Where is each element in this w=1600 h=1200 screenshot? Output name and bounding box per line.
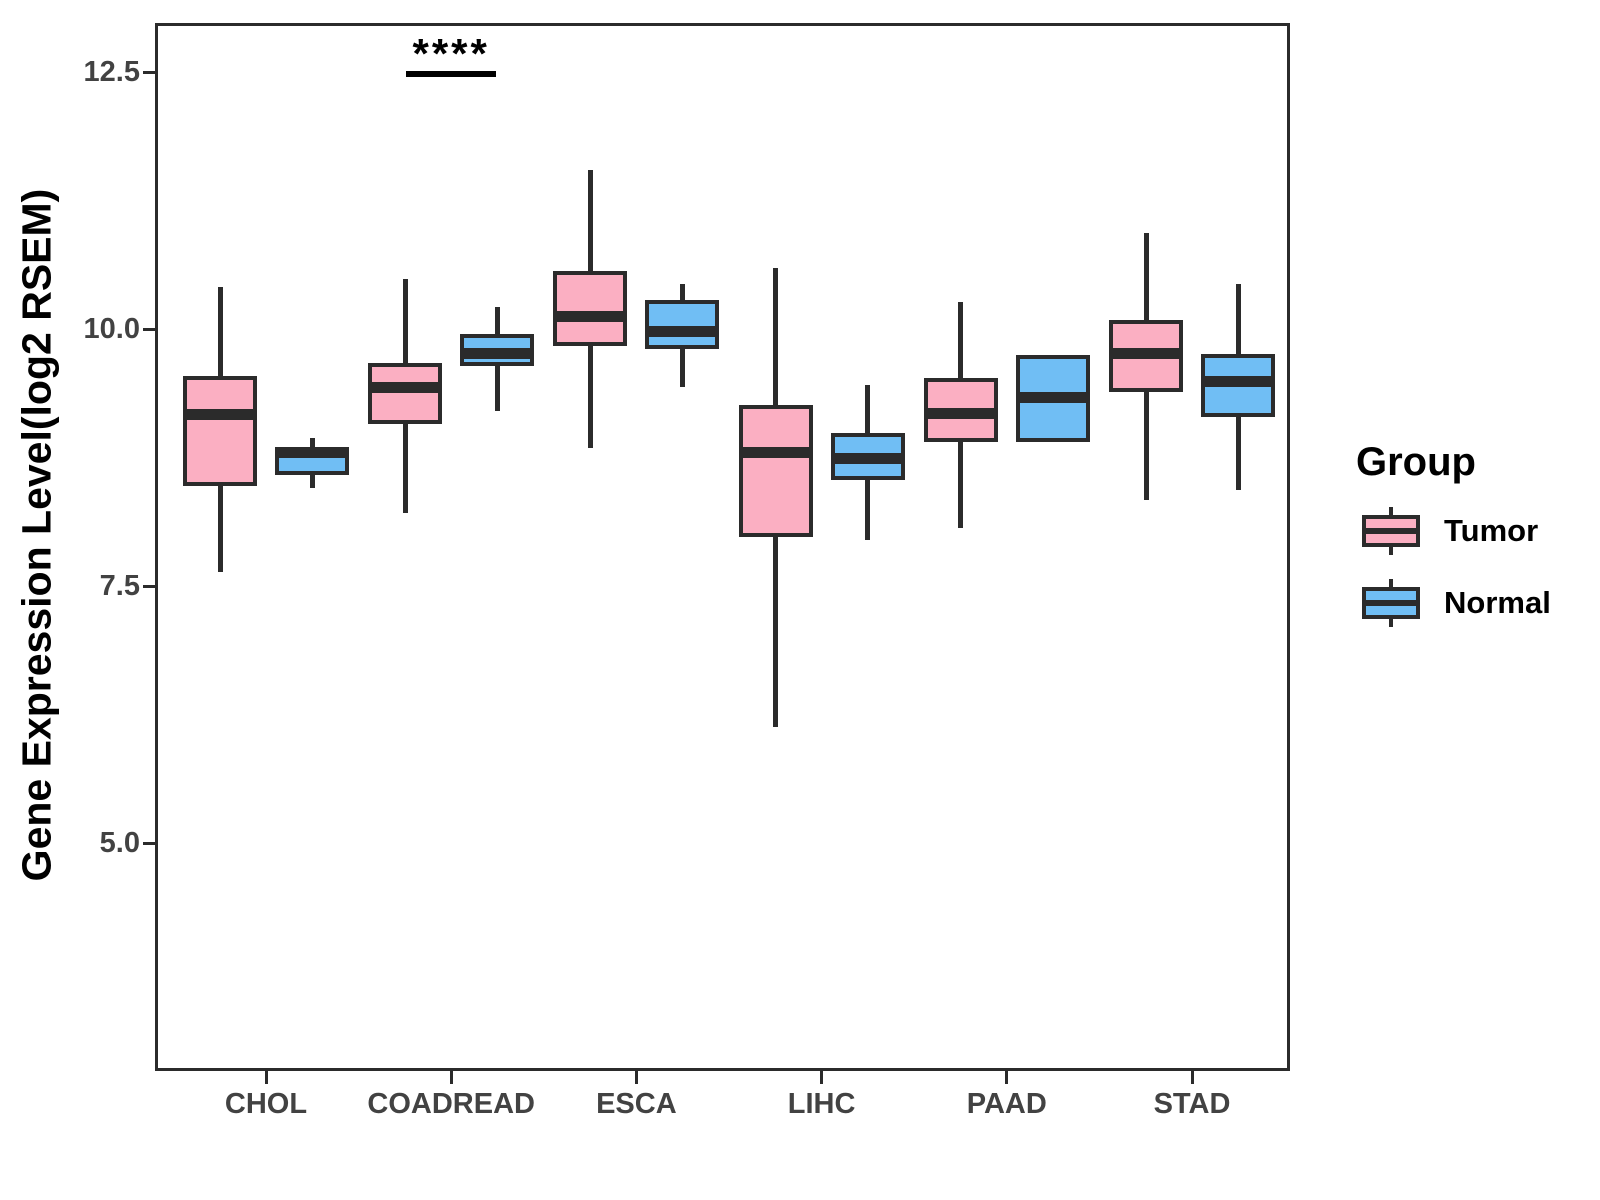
whisker-lower-normal-stad [1235,417,1241,491]
median-normal-lihc [830,453,905,465]
plot-panel [155,23,1290,1071]
whisker-lower-tumor-chol [217,486,223,572]
y-tick-mark [143,841,155,845]
median-tumor-esca [553,311,628,323]
whisker-lower-tumor-stad [1143,391,1149,500]
y-tick-label: 12.5 [83,56,140,88]
whisker-lower-tumor-lihc [773,536,779,727]
legend-item-label: Tumor [1444,513,1539,548]
y-tick-label: 10.0 [83,313,140,345]
whisker-lower-normal-chol [309,474,315,489]
x-tick-label: LIHC [787,1088,856,1120]
y-tick-mark [143,584,155,588]
box-tumor-esca [553,271,628,347]
x-tick-mark [449,1071,453,1084]
legend-glyph-part [1389,507,1393,515]
significance-stars: **** [412,30,490,77]
median-tumor-coadread [368,382,443,394]
x-tick-mark [820,1071,824,1084]
whisker-lower-tumor-coadread [402,423,408,513]
y-tick-mark [143,327,155,331]
legend-items: Tumor Normal [1330,507,1590,627]
x-tick-label: PAAD [966,1088,1047,1120]
x-tick-label: ESCA [596,1088,677,1120]
x-tick-label: CHOL [224,1088,308,1120]
whisker-upper-tumor-coadread [402,278,408,363]
legend-swatch-boxplot-icon [1362,579,1420,627]
legend-glyph-part [1362,600,1420,606]
legend: Group Tumor Normal [1330,440,1590,651]
legend-item-tumor: Tumor [1330,507,1590,555]
whisker-upper-tumor-paad [958,302,964,379]
legend-swatch-boxplot-icon [1362,507,1420,555]
x-tick-mark [264,1071,268,1084]
median-tumor-chol [183,408,257,420]
significance-bar [406,71,497,77]
whisker-lower-normal-coadread [494,366,500,412]
whisker-lower-tumor-esca [587,346,593,449]
x-tick-label: STAD [1153,1088,1231,1120]
box-tumor-lihc [738,405,813,537]
whisker-upper-normal-coadread [494,307,500,335]
legend-glyph-part [1389,547,1393,555]
y-tick-label: 5.0 [99,827,140,859]
median-tumor-stad [1109,348,1183,360]
whisker-upper-normal-esca [679,283,685,301]
legend-item-normal: Normal [1330,579,1590,627]
legend-glyph-part [1362,528,1420,534]
box-tumor-chol [183,376,257,487]
median-normal-stad [1201,375,1275,387]
y-tick-mark [143,70,155,74]
whisker-upper-tumor-lihc [773,268,779,406]
box-normal-esca [645,300,720,349]
x-tick-label: COADREAD [367,1088,535,1120]
median-normal-coadread [460,348,535,360]
whisker-upper-tumor-stad [1143,233,1149,320]
y-axis-title: Gene Expression Level(log2 RSEM) [13,188,60,882]
median-normal-paad [1015,392,1090,404]
y-tick-label: 7.5 [99,570,140,602]
median-normal-chol [275,446,349,458]
x-tick-mark [1190,1071,1194,1084]
median-tumor-paad [923,407,998,419]
whisker-upper-normal-chol [309,437,315,449]
legend-title: Group [1356,440,1476,484]
whisker-lower-normal-esca [679,348,685,387]
legend-glyph-part [1389,579,1393,587]
whisker-lower-tumor-paad [958,442,964,529]
median-normal-esca [645,325,720,337]
x-tick-mark [1005,1071,1009,1084]
whisker-upper-normal-stad [1235,283,1241,354]
legend-item-label: Normal [1444,585,1551,620]
whisker-upper-tumor-chol [217,286,223,377]
x-tick-mark [634,1071,638,1084]
whisker-lower-normal-lihc [865,480,871,540]
legend-glyph-part [1389,619,1393,627]
whisker-upper-tumor-esca [587,169,593,272]
box-tumor-coadread [368,362,443,424]
median-tumor-lihc [738,446,813,458]
whisker-upper-normal-lihc [865,384,871,433]
